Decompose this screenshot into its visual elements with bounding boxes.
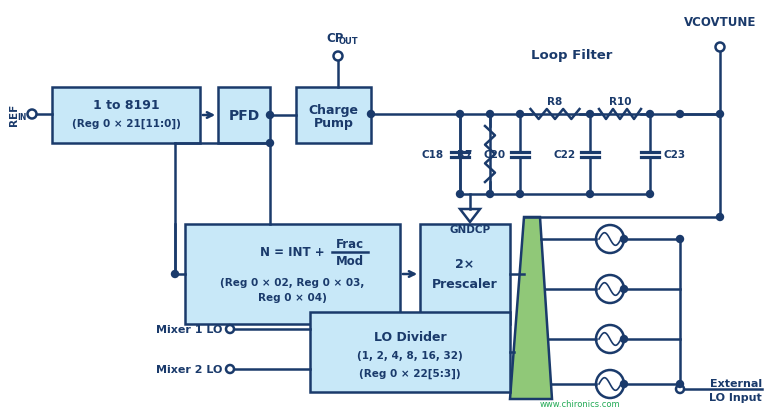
Text: IN: IN [17,113,26,122]
Polygon shape [510,218,552,399]
Text: CP: CP [326,31,343,44]
Text: www.chironics.com: www.chironics.com [539,399,620,408]
Circle shape [621,380,628,387]
Text: (Reg 0 × 02, Reg 0 × 03,: (Reg 0 × 02, Reg 0 × 03, [220,277,365,287]
Text: 1 to 8191: 1 to 8191 [93,99,160,112]
Text: Loop Filter: Loop Filter [532,48,613,62]
Text: Reg 0 × 04): Reg 0 × 04) [258,292,327,302]
Circle shape [646,111,653,118]
Circle shape [621,336,628,343]
Text: 2×: 2× [456,258,474,271]
Text: Charge: Charge [308,104,359,117]
Text: C23: C23 [664,150,686,159]
Text: C18: C18 [422,150,444,159]
Circle shape [717,111,724,118]
Text: LO Input: LO Input [709,392,762,402]
Circle shape [456,111,463,118]
Circle shape [516,111,523,118]
Circle shape [646,191,653,198]
Circle shape [621,286,628,293]
Circle shape [621,236,628,243]
Text: External: External [710,378,762,388]
Bar [218,88,270,144]
Text: VCOVTUNE: VCOVTUNE [684,15,756,28]
Circle shape [677,236,684,243]
Circle shape [596,225,624,254]
Text: (1, 2, 4, 8, 16, 32): (1, 2, 4, 8, 16, 32) [357,350,463,360]
Text: Frac: Frac [336,238,364,251]
Text: OUT: OUT [338,38,358,46]
Bar [52,88,200,144]
Text: Mixer 2 LO: Mixer 2 LO [156,364,222,374]
Text: R8: R8 [547,97,563,107]
Circle shape [596,370,624,398]
Text: LO Divider: LO Divider [374,331,446,344]
Text: C22: C22 [554,150,576,159]
Text: PFD: PFD [229,109,260,123]
Text: (Reg 0 × 22[5:3]): (Reg 0 × 22[5:3]) [359,368,461,378]
Circle shape [171,271,178,278]
Circle shape [516,191,523,198]
Text: C20: C20 [484,150,506,159]
Circle shape [677,380,684,387]
Bar [185,224,400,324]
Text: Mixer 1 LO: Mixer 1 LO [156,324,222,334]
Circle shape [267,112,274,119]
Circle shape [487,191,494,198]
Text: R10: R10 [608,97,632,107]
Circle shape [487,111,494,118]
Circle shape [267,140,274,147]
Circle shape [456,191,463,198]
Circle shape [717,214,724,221]
Bar [296,88,371,144]
Bar [420,224,510,324]
Circle shape [587,111,594,118]
Text: Prescaler: Prescaler [432,278,498,291]
Text: R7: R7 [456,150,472,159]
Text: REF: REF [9,104,19,126]
Circle shape [596,275,624,303]
Text: Pump: Pump [314,117,353,130]
Circle shape [677,111,684,118]
Circle shape [596,325,624,353]
Text: (Reg 0 × 21[11:0]): (Reg 0 × 21[11:0]) [71,119,181,129]
Circle shape [367,111,374,118]
Polygon shape [460,209,480,223]
Text: N = INT +: N = INT + [260,246,329,259]
Bar [310,312,510,392]
Text: Mod: Mod [336,255,364,268]
Text: GNDCP: GNDCP [449,224,491,235]
Circle shape [587,191,594,198]
